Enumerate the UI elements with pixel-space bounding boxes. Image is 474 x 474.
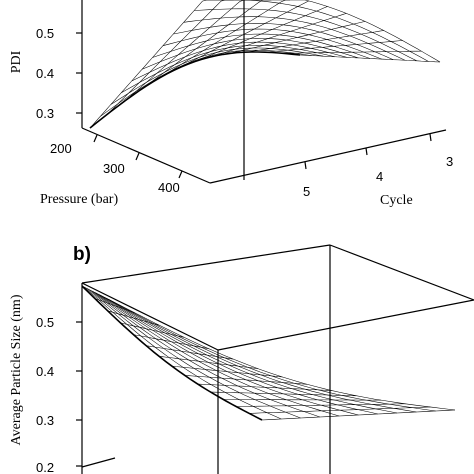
chart-b-frame	[76, 244, 474, 474]
y-tick-label-5: 5	[303, 184, 310, 199]
pressure-axis-line	[81, 127, 211, 184]
surface-mesh-a	[89, 0, 441, 129]
chart-b-mesh-line-v-2	[87, 288, 301, 419]
chart-b-mesh-line-v-9	[107, 298, 436, 412]
box-front-left-top	[81, 282, 219, 351]
box-bottom-stub	[81, 457, 116, 468]
x-axis-label-pressure: Pressure (bar)	[40, 192, 118, 207]
x-tick-300	[135, 152, 140, 161]
chart-b-surface-front-edge	[81, 285, 263, 421]
chart-b: b) 0.5 0.4 0.3 0.2 Average Particle Size…	[9, 244, 474, 474]
x-tick-label-200: 200	[50, 141, 72, 156]
surface-mesh-b	[81, 285, 456, 421]
x-tick-label-400: 400	[158, 180, 180, 195]
chart-b-mesh-line-v-7	[101, 295, 398, 414]
chart-b-mesh-line-v-4	[93, 291, 340, 417]
chart-a-mesh-line-v-7	[162, 28, 382, 60]
chart-b-mesh-line-v-5	[95, 292, 359, 416]
z-axis-label-particle-size: Average Particle Size (nm)	[9, 294, 24, 445]
chart-a-mesh-line-v-1	[100, 49, 312, 117]
panel-label-b: b)	[73, 244, 91, 265]
box-front-top	[217, 299, 474, 351]
chart-a-frame	[76, 0, 447, 184]
chart-a-mesh-line-v-4	[131, 41, 347, 82]
z-tick-label-b-0.5: 0.5	[36, 315, 54, 330]
chart-b-mesh-line-v-1	[84, 287, 282, 420]
y-tick-label-4: 4	[376, 169, 383, 184]
chart-b-mesh-line-v-3	[90, 289, 320, 418]
chart-a-mesh-line-v-8	[173, 23, 394, 60]
chart-b-mesh-line-v-10	[109, 299, 456, 411]
chart-a-mesh-line-v-9	[183, 16, 406, 61]
chart-a-mesh-line-v-2	[110, 47, 324, 105]
chart-a-mesh-line-v-5	[141, 38, 359, 70]
chart-a-mesh-line-v-10	[194, 8, 417, 62]
chart-a-mesh-line-v-11	[204, 0, 429, 62]
y-tick-label-3: 3	[446, 154, 453, 169]
chart-b-mesh-line-v-6	[98, 294, 378, 415]
chart-a-mesh-line-v-0	[89, 51, 301, 129]
z-tick-label-b-0.2: 0.2	[36, 460, 54, 474]
box-top-back	[81, 244, 331, 284]
chart-a-surface-front-edge	[89, 51, 301, 129]
chart-a-mesh-line-u-1	[107, 0, 234, 115]
z-tick-label-b-0.4: 0.4	[36, 364, 54, 379]
chart-b-mesh-line-v-8	[104, 296, 417, 413]
z-axis-label-pdi: PDI	[9, 50, 24, 73]
x-tick-label-300: 300	[103, 161, 125, 176]
y-tick-4	[365, 147, 368, 156]
y-tick-3	[429, 133, 432, 142]
chart-a-mesh-line-v-3	[121, 45, 336, 94]
y-tick-5	[304, 161, 307, 170]
y-axis-label-cycle: Cycle	[380, 193, 413, 208]
chart-a-mesh-line-u-0	[89, 0, 215, 129]
box-top-right	[329, 244, 474, 301]
z-tick-label-b-0.3: 0.3	[36, 413, 54, 428]
x-tick-200	[93, 134, 98, 143]
chart-a-mesh-line-v-12	[215, 0, 441, 63]
z-tick-label-a-0.4: 0.4	[36, 66, 54, 81]
chart-a: 0.5 0.4 0.3 PDI 200 300 400 Pressure (ba…	[9, 0, 453, 208]
cycle-axis-line	[209, 129, 447, 184]
chart-a-mesh-line-u-2	[124, 0, 253, 102]
x-tick-400	[178, 170, 183, 179]
chart-a-mesh-line-u-3	[142, 0, 272, 89]
chart-a-mesh-line-v-6	[152, 33, 371, 59]
z-tick-label-a-0.3: 0.3	[36, 106, 54, 121]
z-tick-label-a-0.5: 0.5	[36, 26, 54, 41]
